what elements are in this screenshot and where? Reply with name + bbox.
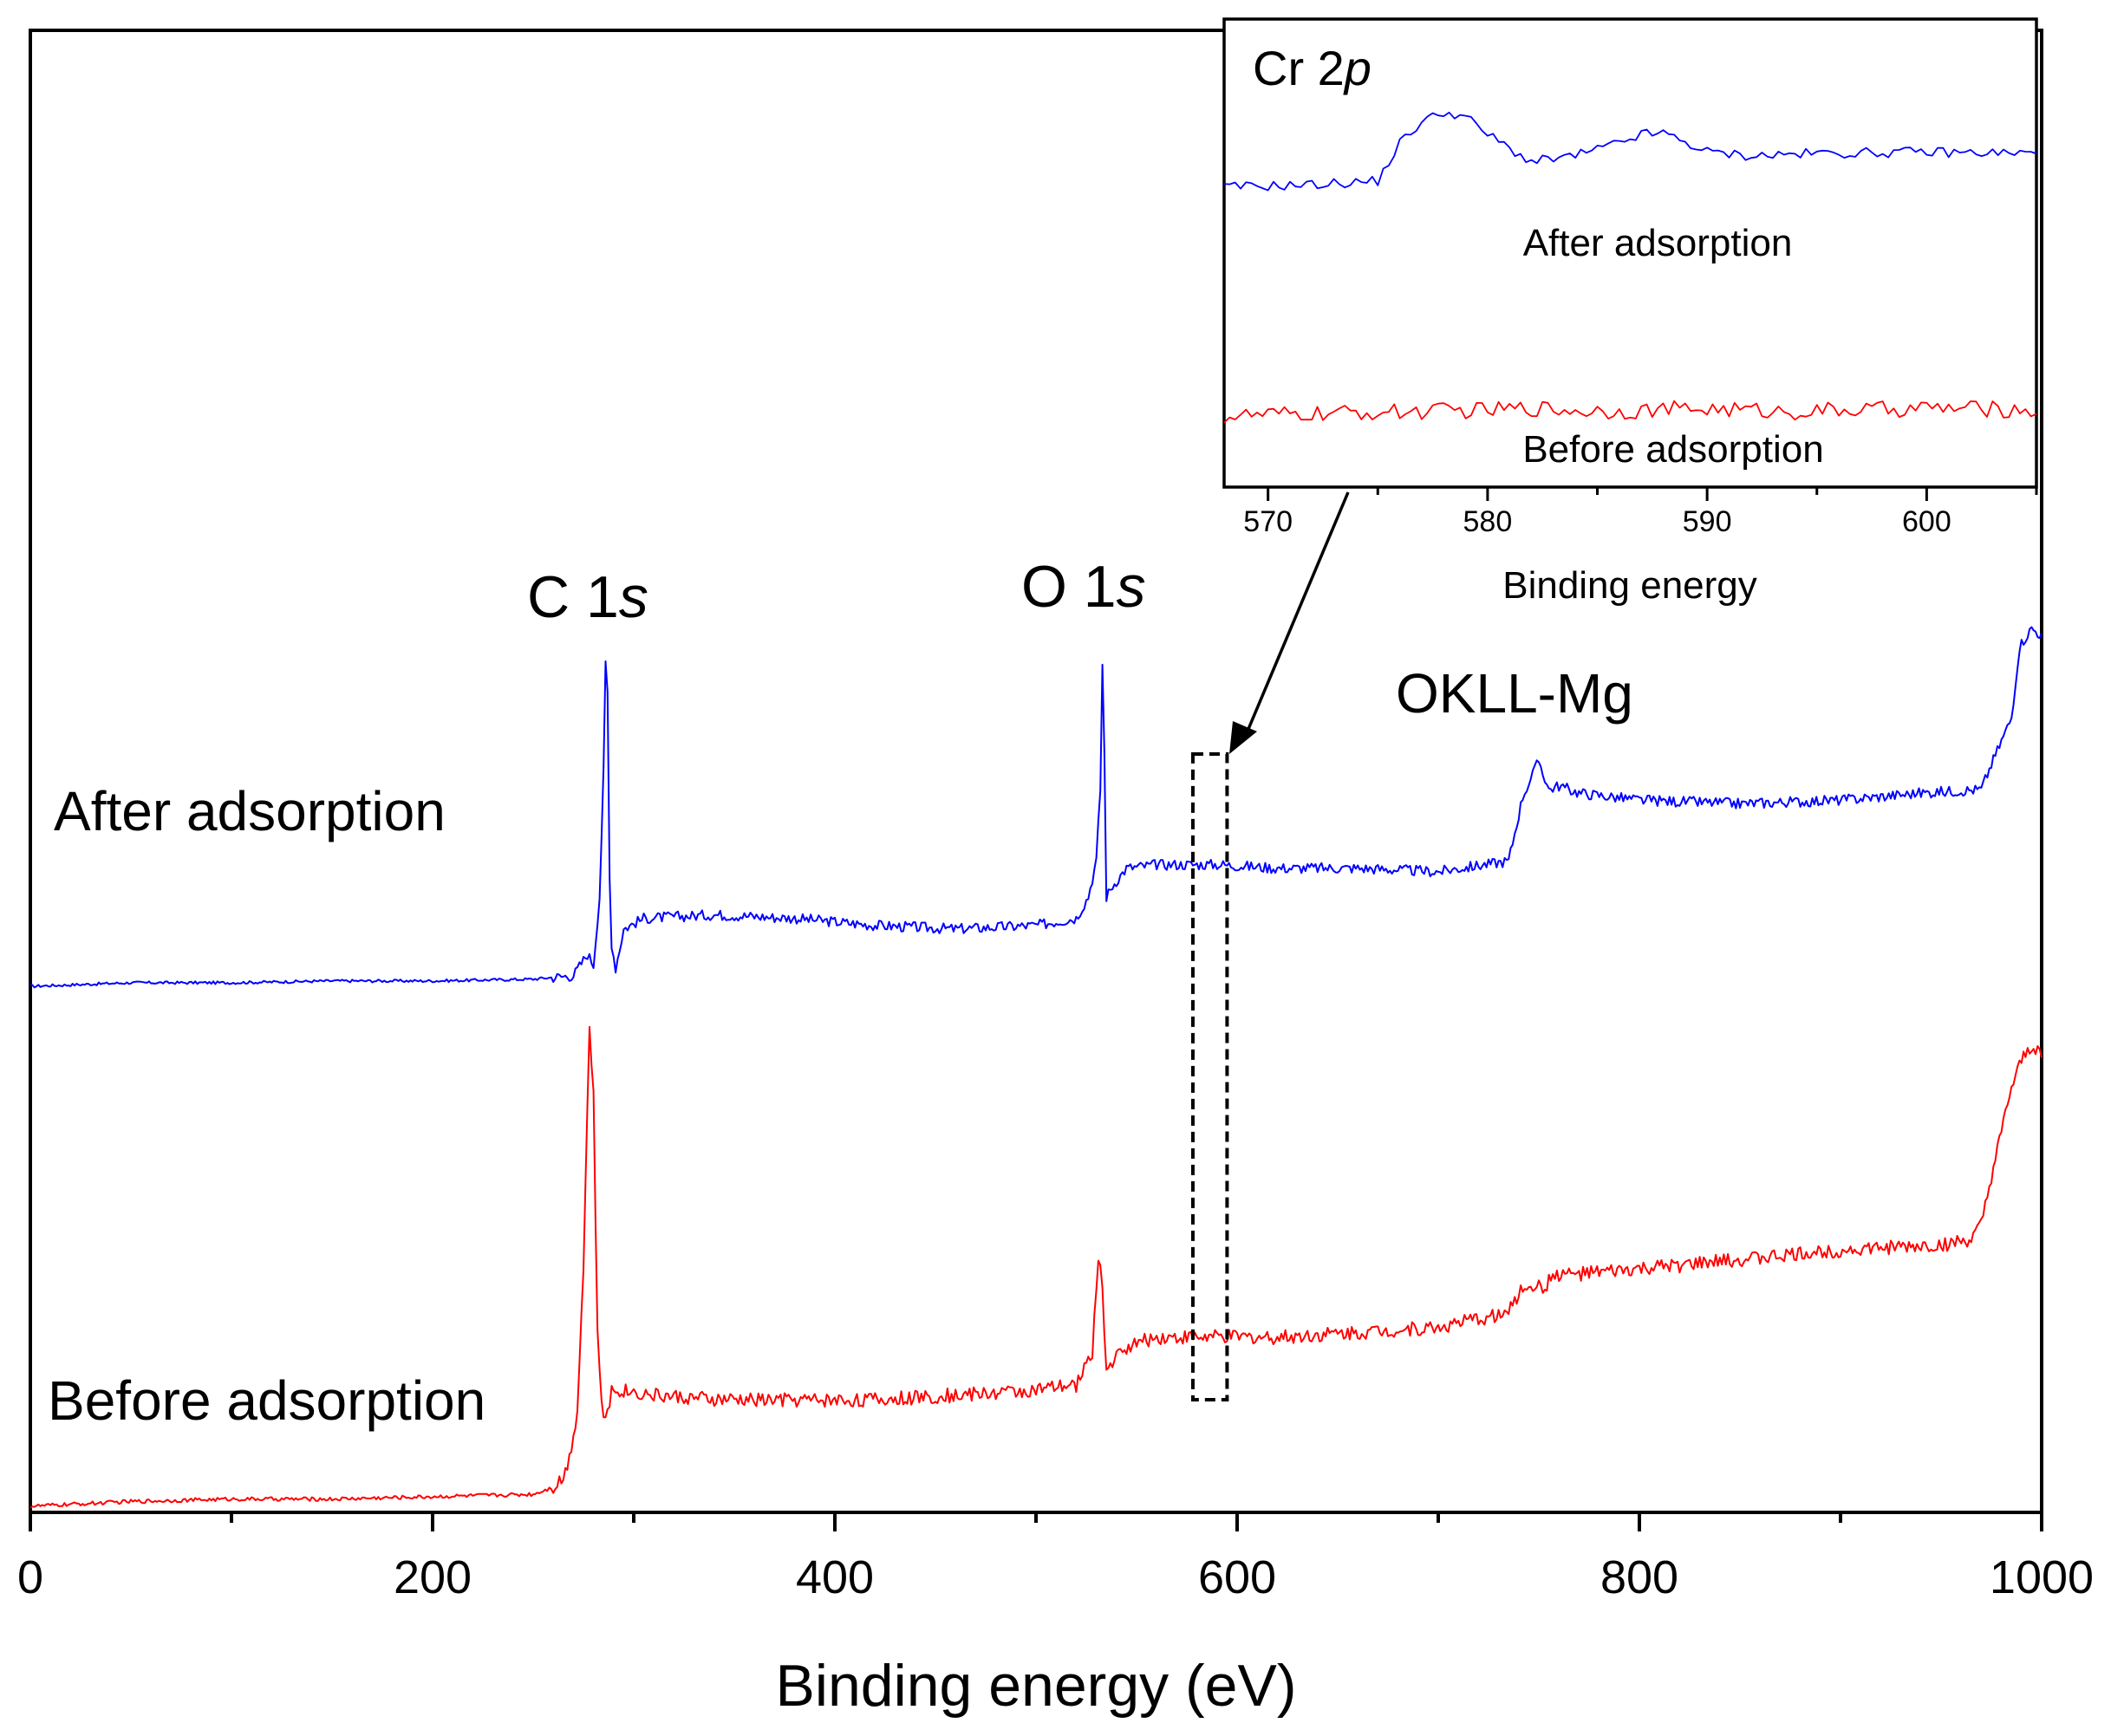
series-line-before-adsorption	[29, 1025, 2043, 1509]
c1s-peak-label: C 1s	[527, 564, 648, 630]
cr2p-region-box	[1190, 752, 1229, 1401]
x-tick-label-400: 400	[796, 1551, 874, 1603]
series-line-after-adsorption	[29, 626, 2043, 989]
x-tick-label-800: 800	[1600, 1551, 1678, 1603]
main-x-ticks	[29, 1512, 2043, 1531]
zoom-arrow-head	[1229, 721, 1257, 754]
inset-frame	[1222, 17, 2038, 489]
inset-x-ticks	[1267, 487, 2038, 501]
inset-tick-label-570: 570	[1243, 505, 1293, 538]
inset-series-group	[1223, 111, 2037, 424]
inset-x-tick-labels: 570 580 590 600	[1243, 505, 1951, 538]
inset-title-main: Cr 2	[1253, 41, 1345, 95]
x-tick-label-0: 0	[17, 1551, 43, 1603]
okll-mg-label: OKLL-Mg	[1396, 662, 1633, 725]
x-tick-label-1000: 1000	[1990, 1551, 2094, 1603]
c1s-italic-text: s	[619, 564, 648, 630]
inset-tick-label-580: 580	[1463, 505, 1513, 538]
inset-series-line-before-adsorption	[1223, 400, 2037, 424]
zoom-arrow-line	[1242, 491, 1350, 740]
o1s-peak-label: O 1s	[1021, 554, 1146, 620]
x-tick-label-600: 600	[1198, 1551, 1276, 1603]
inset-title-italic: p	[1343, 41, 1371, 95]
o1s-italic-text: s	[1117, 554, 1146, 620]
inset-after-label: After adsorption	[1523, 222, 1793, 264]
before-adsorption-label: Before adsorption	[48, 1369, 485, 1432]
inset-title: Cr 2p	[1253, 41, 1371, 95]
inset-before-label: Before adsorption	[1522, 428, 1823, 471]
main-series-group	[29, 626, 2043, 1509]
after-adsorption-label: After adsorption	[54, 780, 446, 842]
inset-tick-label-590: 590	[1683, 505, 1732, 538]
x-axis-title: Binding energy (eV)	[775, 1653, 1296, 1719]
o1s-main-text: O 1	[1021, 554, 1117, 620]
inset-tick-label-600: 600	[1902, 505, 1951, 538]
main-x-tick-labels: 0 200 400 600 800 1000	[17, 1551, 2094, 1603]
c1s-main-text: C 1	[527, 564, 619, 630]
inset-x-axis-title: Binding energy	[1502, 564, 1757, 607]
inset-series-line-after-adsorption	[1223, 111, 2037, 192]
x-tick-label-200: 200	[394, 1551, 472, 1603]
